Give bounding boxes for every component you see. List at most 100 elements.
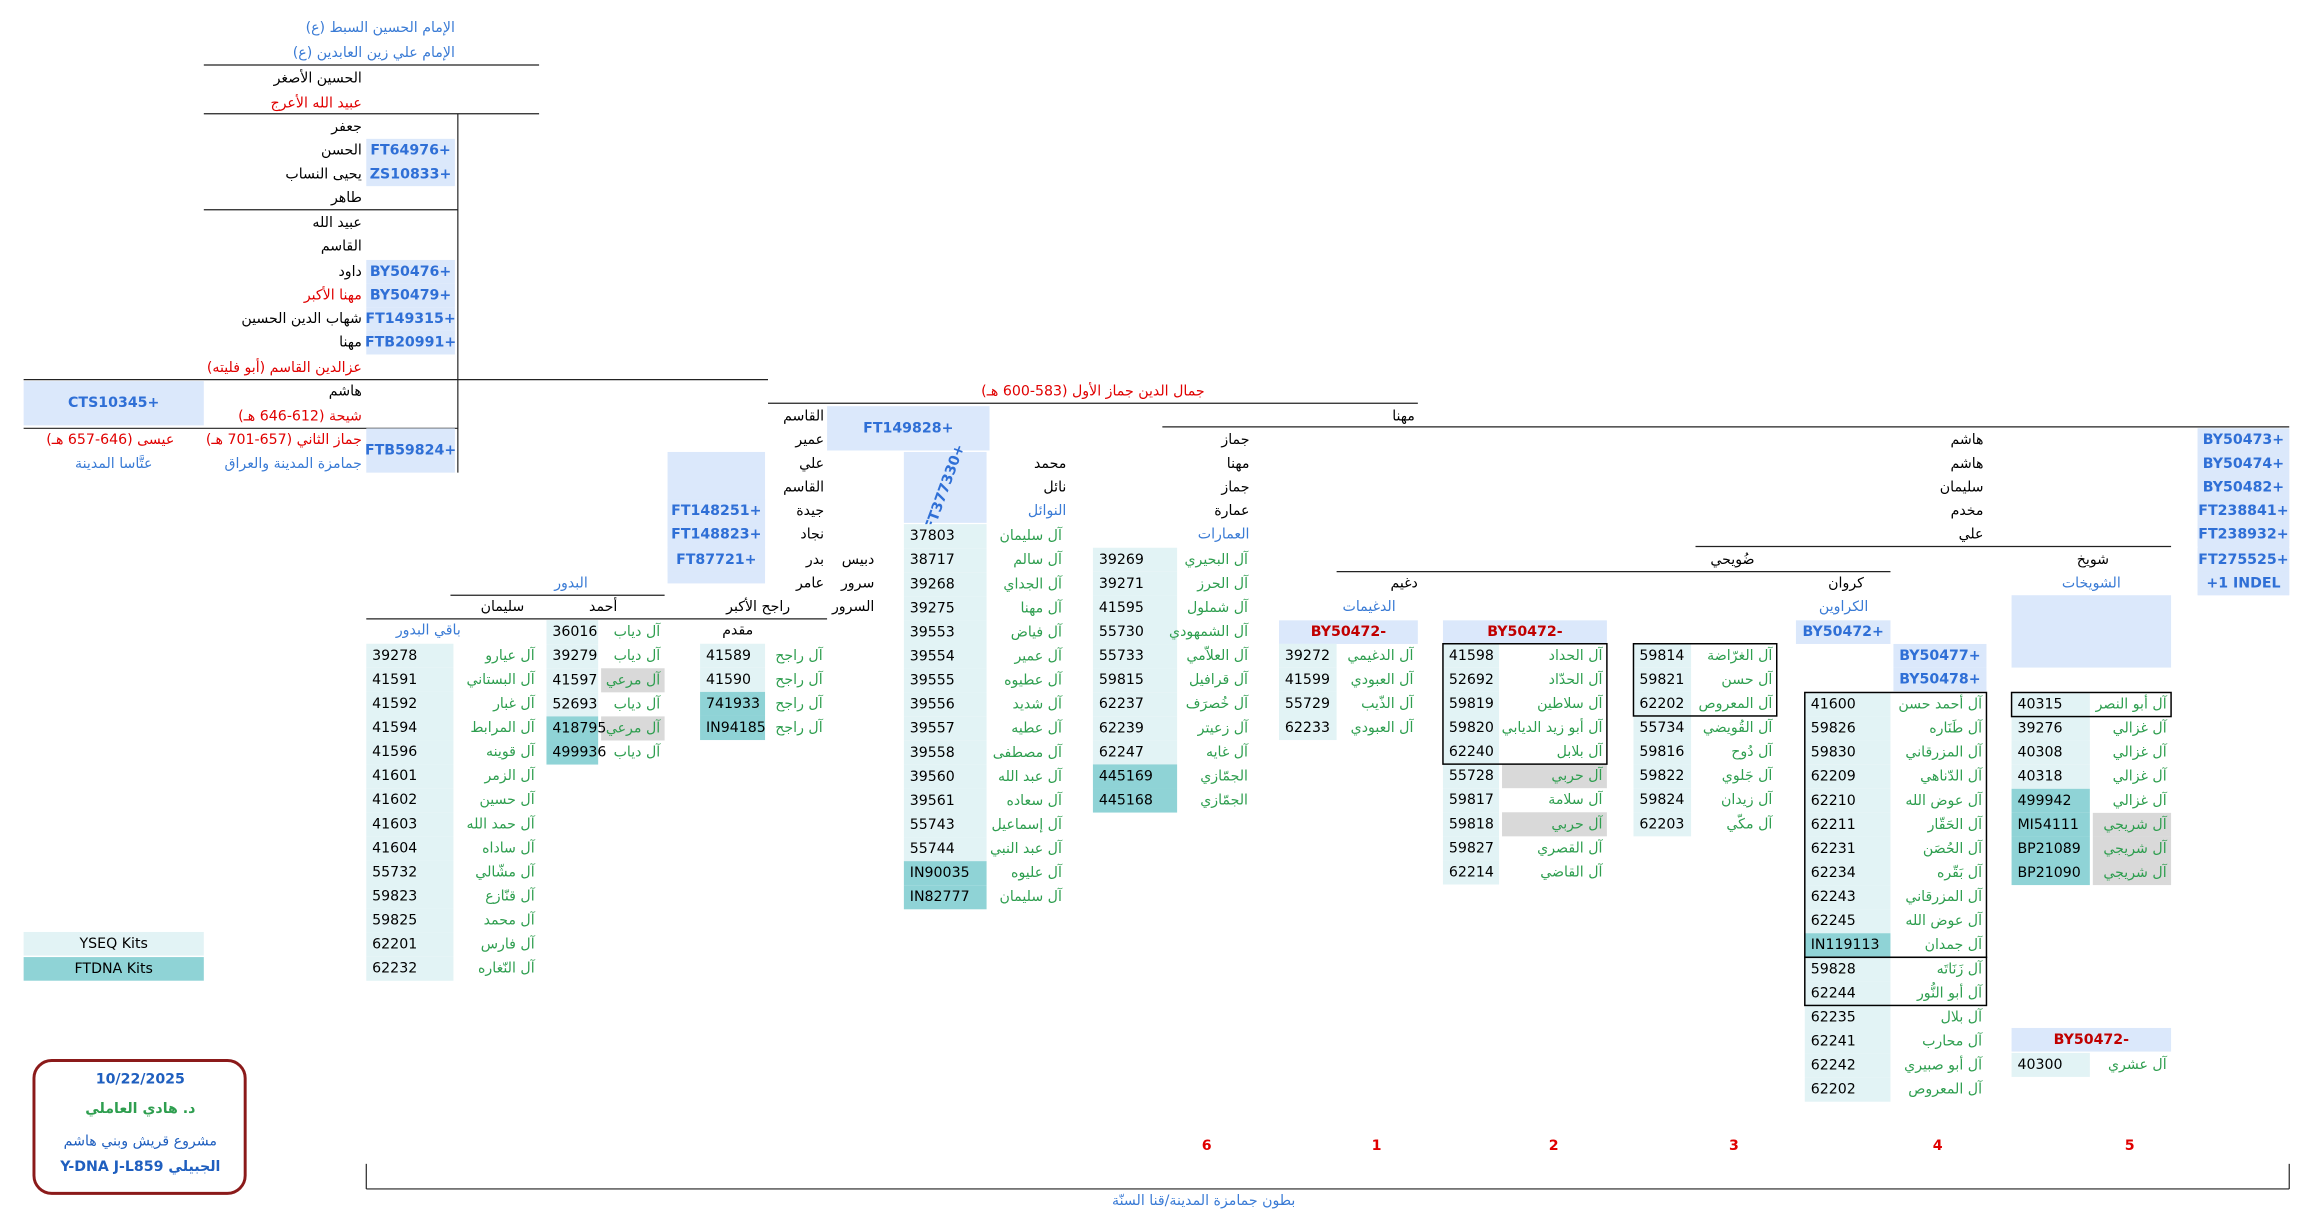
kit-cell (1442, 812, 1500, 837)
name-cell (2092, 812, 2172, 837)
kit-cell (1804, 740, 1891, 765)
kit-number: 39561 (910, 793, 955, 809)
kit-cell (903, 692, 987, 717)
kit-cell (1633, 788, 1692, 813)
kit-number: 41592 (372, 696, 417, 712)
kit-number: 39272 (1285, 648, 1330, 664)
signature-haplogroup: Y-DNA J-L859 الجبيلي (59, 1159, 220, 1175)
kit-cell (366, 259, 455, 284)
family-name: آل حربي (1551, 766, 1603, 784)
kit-number: 41595 (1099, 600, 1144, 616)
tree-label: علي (799, 456, 824, 472)
kit-cell (1804, 957, 1891, 982)
kit-cell (546, 692, 599, 717)
kit-cell (366, 138, 455, 163)
kit-cell (1442, 715, 1500, 741)
tree-label: عمير (794, 432, 824, 448)
content: الإمام الحسين السبط (ع) الإمام علي زين ال… (23, 20, 2290, 1209)
kit-cell (1633, 764, 1692, 789)
tree-label: داود (338, 264, 361, 280)
kit-number: 59814 (1639, 648, 1684, 664)
tree-label: الحسين الأصغر (273, 68, 362, 86)
kit-cell (1804, 1029, 1891, 1054)
kit-number: 39555 (910, 673, 955, 689)
kit-cell (903, 788, 987, 814)
kit-number: 41597 (552, 672, 597, 688)
tree-label: بدر (805, 552, 824, 568)
tree-label: شويخ (2077, 552, 2109, 568)
tree-label: أحمد (589, 597, 617, 615)
tree-label: النوائل (1028, 503, 1066, 519)
tree-label: دبيس (842, 552, 875, 568)
family-name: آل عليوه (1011, 863, 1063, 881)
family-name: آل مكّي (1726, 814, 1773, 832)
tree-label: الكراوين (1819, 599, 1868, 615)
kit-number: 41589 (706, 648, 751, 664)
family-name: الجمّازي (1200, 793, 1248, 809)
kit-cell (366, 330, 455, 355)
family-name: آل راجح (775, 646, 823, 664)
family-name: آل عوض الله (1905, 911, 1983, 929)
kit-label: FT238932+ (2198, 527, 2288, 543)
kit-cell (903, 644, 987, 669)
tree-label: سليمان (481, 599, 525, 615)
kit-number: 55728 (1449, 768, 1494, 784)
kit-cell (1804, 1005, 1891, 1030)
kit-label: BY50476+ (370, 264, 451, 280)
kit-number: 59830 (1811, 745, 1856, 761)
tree-label: مهنا (1227, 456, 1250, 472)
kit-cell (700, 691, 766, 716)
tree-label: باقي البدور (395, 623, 461, 639)
family-name: آل غايه (1206, 742, 1249, 760)
tree-label: جيدة (796, 503, 824, 519)
tree-label: مهنا (1392, 409, 1415, 425)
kit-number: 38717 (910, 552, 955, 568)
kit-number: 55744 (910, 841, 955, 857)
kit-label: FT149315+ (365, 311, 455, 327)
kit-cell (1804, 909, 1891, 934)
family-name: آل بلابل (1557, 742, 1604, 760)
kit-cell (2197, 571, 2290, 596)
kit-cell (1804, 812, 1891, 837)
family-name: آل شريجي (2103, 815, 2167, 833)
kit-cell (903, 620, 987, 645)
kit-number: 39276 (2017, 721, 2062, 737)
kit-cell (2197, 499, 2290, 523)
family-name: آل بلال (1941, 1007, 1983, 1025)
family-name: آل القاضي (1540, 862, 1603, 880)
kit-number: 39558 (910, 745, 955, 761)
kit-label: +1 INDEL (2206, 575, 2280, 591)
kit-cell (2011, 812, 2090, 837)
kit-number: 39268 (910, 576, 955, 592)
family-name: آل سعاده (1006, 791, 1063, 809)
family-name: آل الذّيب (1361, 694, 1414, 712)
signature-date: 10/22/2025 (96, 1072, 185, 1088)
kit-cell (2197, 428, 2290, 452)
family-name: آل قرافيل (1189, 670, 1249, 688)
kit-number: 62241 (1811, 1034, 1856, 1050)
name-cell (601, 716, 665, 741)
kit-number: 39560 (910, 769, 955, 785)
tree-label: جمال الدين جماز الأول (583-600 هـ) (981, 381, 1204, 399)
family-name: آل القصري (1537, 838, 1603, 856)
kit-number: 41600 (1811, 697, 1856, 713)
family-name: آل الغرّاضة (1707, 646, 1773, 664)
tree-label: ضُويحي (1710, 552, 1754, 568)
kit-number: 62202 (1639, 696, 1684, 712)
family-name: آل غزالي (2113, 767, 2168, 785)
family-name: آل الدّناهي (1920, 767, 1983, 785)
family-name: آل سلاطين (1537, 694, 1603, 712)
family-name: آل سالم (1013, 550, 1063, 568)
kit-cell (1442, 836, 1500, 861)
kit-cell (1804, 885, 1891, 910)
kit-number: IN82777 (910, 889, 970, 905)
kit-number: 39553 (910, 624, 955, 640)
family-name: آل عيارو (484, 646, 535, 664)
kit-number: 59825 (372, 913, 417, 929)
family-name: آل العلاّمي (1186, 646, 1249, 664)
family-name: آل غزالي (2113, 743, 2168, 761)
kit-cell (903, 885, 987, 910)
family-name: آل راجح (775, 718, 823, 736)
kit-label: FT149828+ (863, 420, 953, 436)
tree-label: عامر (795, 575, 824, 591)
